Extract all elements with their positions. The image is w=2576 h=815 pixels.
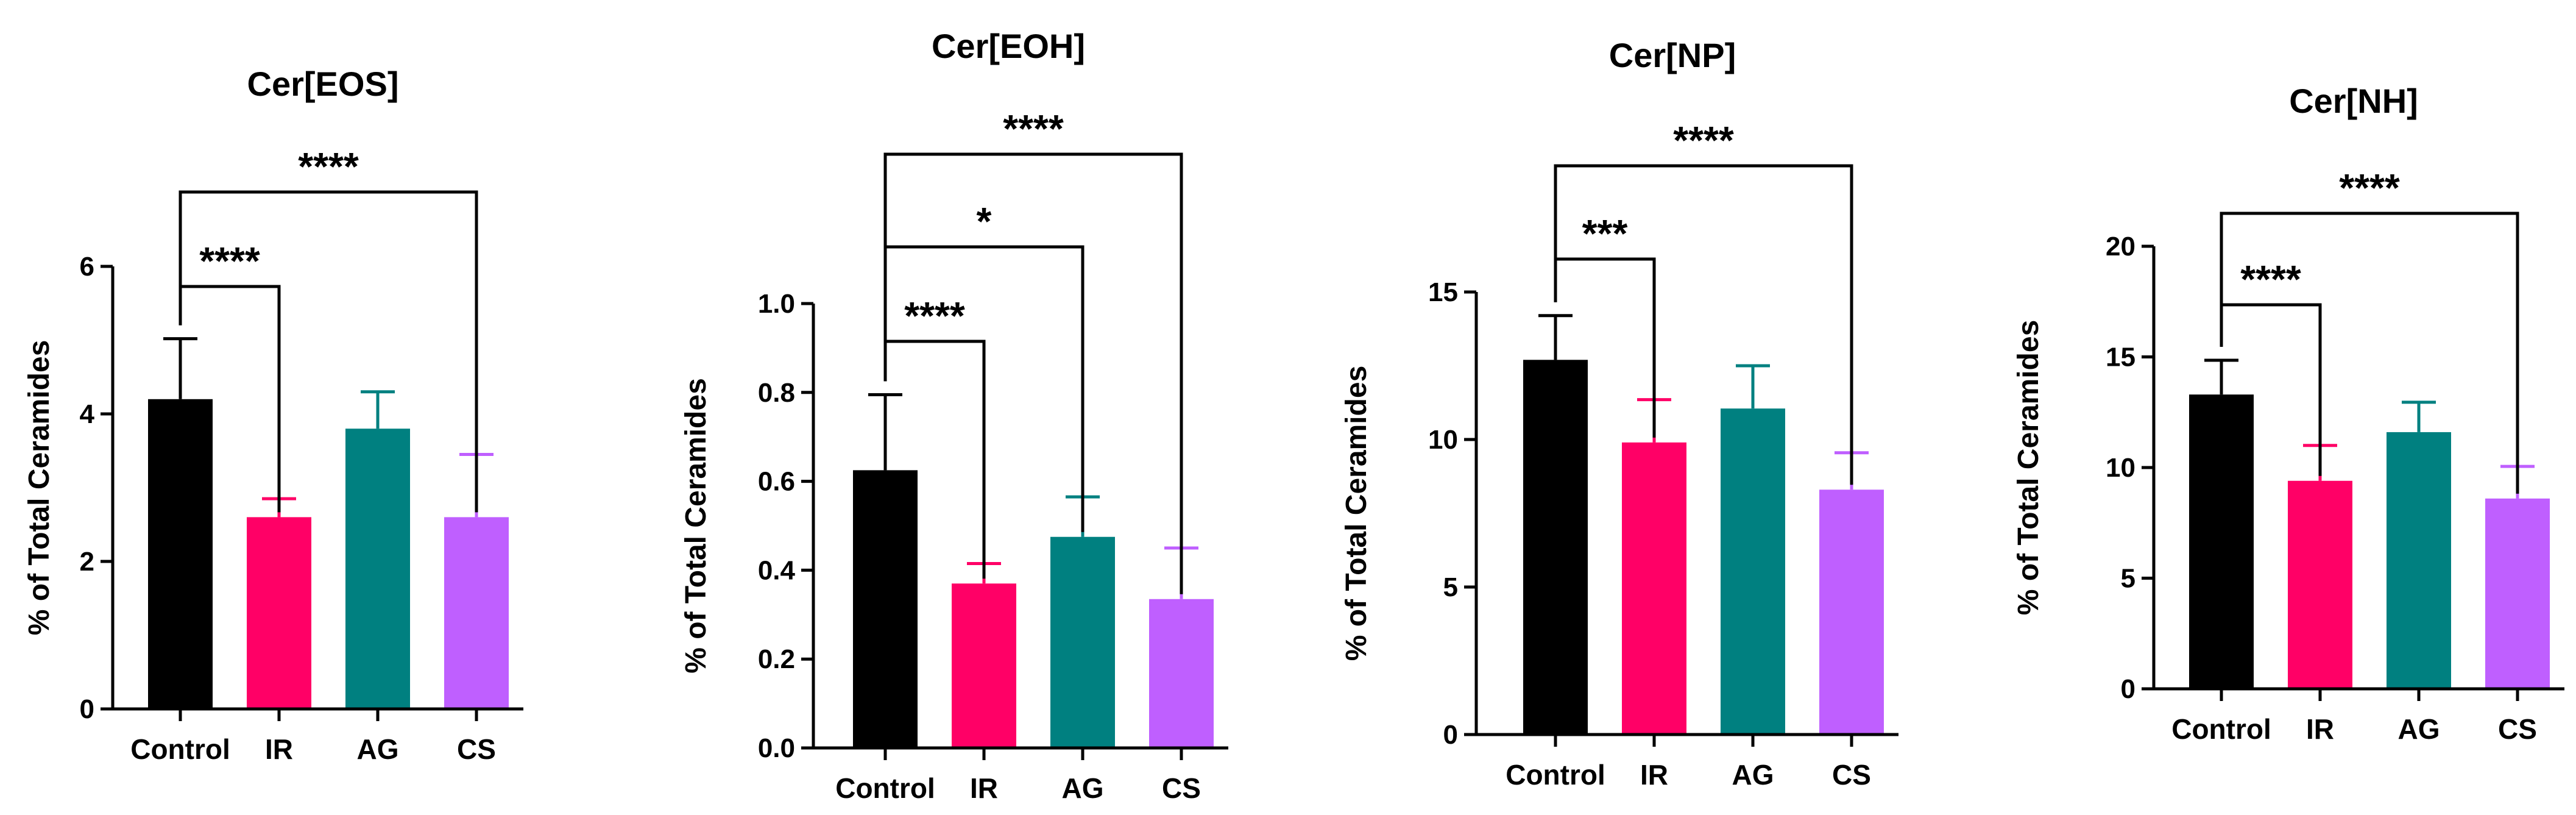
significance-label: * [977,199,992,243]
significance-bracket-control-cs [179,190,478,513]
significance-label: **** [298,144,359,188]
bar-ag [1721,408,1785,735]
significance-label: **** [199,239,260,283]
bar-control [1523,360,1588,735]
y-tick-label: 6 [80,252,94,282]
chart-title: Cer[NH] [2289,82,2418,120]
x-tick-label-control: Control [2171,713,2271,745]
y-axis-label: % of Total Ceramides [2012,320,2045,616]
bar-cs [1819,489,1884,735]
bar-control [853,470,918,748]
y-tick-label: 0.6 [758,467,795,497]
x-tick-label-cs: CS [2498,713,2537,745]
y-tick-label: 5 [1443,572,1458,602]
x-tick-label-ag: AG [1732,759,1774,791]
significance-label: **** [1673,118,1734,162]
bar-ag [1050,536,1115,748]
y-tick-label: 0.4 [758,555,796,585]
significance-bracket-control-cs [2220,212,2519,494]
y-tick-label: 20 [2106,232,2135,262]
x-tick-label-cs: CS [1162,772,1201,804]
y-tick-label: 0.2 [758,644,795,674]
bar-ir [952,583,1016,748]
significance-bracket-control-cs [1554,164,1853,485]
chart-panel-cer-nh: Cer[NH] % of Total Ceramides 0 5 10 15 20 Contr… [2012,82,2564,745]
y-tick-label: 2 [80,547,94,577]
y-tick-label: 4 [80,399,95,429]
chart-panel-cer-eoh: Cer[EOH] % of Total Ceramides 0.0 0.2 0.4 0.6… [680,27,1228,804]
x-tick-label-ag: AG [2398,713,2440,745]
bar-ag [345,429,410,709]
x-tick-label-ir: IR [970,772,998,804]
significance-label: **** [1003,107,1064,151]
significance-label: **** [2339,166,2400,210]
y-tick-label: 0 [80,694,94,724]
x-tick-label-ag: AG [1062,772,1104,804]
bar-ir [2288,480,2352,689]
bar-control [148,399,213,709]
y-tick-label: 10 [2106,453,2135,483]
bar-cs [1149,599,1214,748]
bar-cs [2485,498,2550,689]
x-tick-label-cs: CS [1832,759,1871,791]
y-tick-label: 15 [1428,277,1458,307]
significance-bracket-control-cs [883,152,1183,594]
chart-panel-cer-np: Cer[NP] % of Total Ceramides 0 5 10 15 Control… [1340,36,1898,791]
chart-panel-cer-eos: Cer[EOS] % of Total Ceramides 0 2 4 6 Control I… [23,65,523,765]
y-tick-label: 5 [2121,564,2135,594]
y-tick-label: 15 [2106,343,2135,372]
x-tick-label-control: Control [1506,759,1605,791]
bar-cs [444,517,509,709]
bar-ag [2387,432,2451,689]
bar-ir [1622,442,1686,735]
y-tick-label: 1.0 [758,289,795,319]
significance-label: **** [2240,257,2301,301]
chart-title: Cer[EOS] [247,65,399,103]
significance-label: **** [904,294,965,338]
y-tick-label: 0 [2121,674,2135,704]
significance-label: *** [1582,212,1628,255]
y-axis-label: % of Total Ceramides [23,340,55,636]
x-tick-label-control: Control [835,772,935,804]
chart-title: Cer[EOH] [932,27,1085,65]
y-tick-label: 10 [1428,425,1458,455]
y-tick-label: 0 [1443,720,1458,750]
y-axis-label: % of Total Ceramides [680,378,712,674]
bar-control [2189,394,2254,689]
x-tick-label-ir: IR [2306,713,2334,745]
x-tick-label-ir: IR [1640,759,1668,791]
x-tick-label-ag: AG [357,733,399,765]
x-tick-label-cs: CS [457,733,496,765]
x-tick-label-control: Control [130,733,230,765]
chart-title: Cer[NP] [1609,36,1736,74]
y-tick-label: 0.8 [758,378,795,408]
y-axis-label: % of Total Ceramides [1340,366,1373,661]
x-tick-label-ir: IR [265,733,293,765]
bar-ir [247,517,311,709]
y-tick-label: 0.0 [758,733,795,763]
